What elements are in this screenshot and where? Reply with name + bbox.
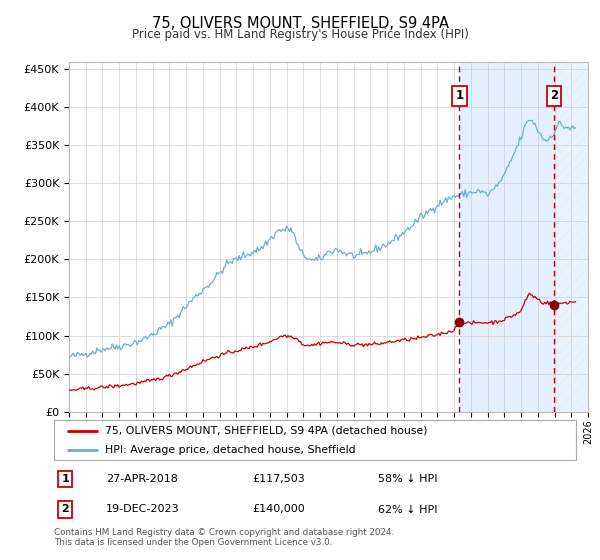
Text: Contains HM Land Registry data © Crown copyright and database right 2024.
This d: Contains HM Land Registry data © Crown c…: [54, 528, 394, 547]
Text: HPI: Average price, detached house, Sheffield: HPI: Average price, detached house, Shef…: [105, 445, 356, 455]
Text: 2: 2: [62, 505, 70, 515]
Text: 19-DEC-2023: 19-DEC-2023: [106, 505, 180, 515]
Text: £117,503: £117,503: [253, 474, 305, 484]
Text: 1: 1: [62, 474, 70, 484]
FancyBboxPatch shape: [54, 420, 576, 460]
Text: 2: 2: [550, 90, 558, 102]
Text: 27-APR-2018: 27-APR-2018: [106, 474, 178, 484]
Text: 75, OLIVERS MOUNT, SHEFFIELD, S9 4PA: 75, OLIVERS MOUNT, SHEFFIELD, S9 4PA: [151, 16, 449, 31]
Text: 62% ↓ HPI: 62% ↓ HPI: [377, 505, 437, 515]
Text: £140,000: £140,000: [253, 505, 305, 515]
Text: Price paid vs. HM Land Registry's House Price Index (HPI): Price paid vs. HM Land Registry's House …: [131, 28, 469, 41]
Bar: [554, 62, 600, 412]
Text: 58% ↓ HPI: 58% ↓ HPI: [377, 474, 437, 484]
Text: 75, OLIVERS MOUNT, SHEFFIELD, S9 4PA (detached house): 75, OLIVERS MOUNT, SHEFFIELD, S9 4PA (de…: [105, 426, 428, 436]
Text: 1: 1: [455, 90, 463, 102]
Bar: [460, 62, 554, 412]
